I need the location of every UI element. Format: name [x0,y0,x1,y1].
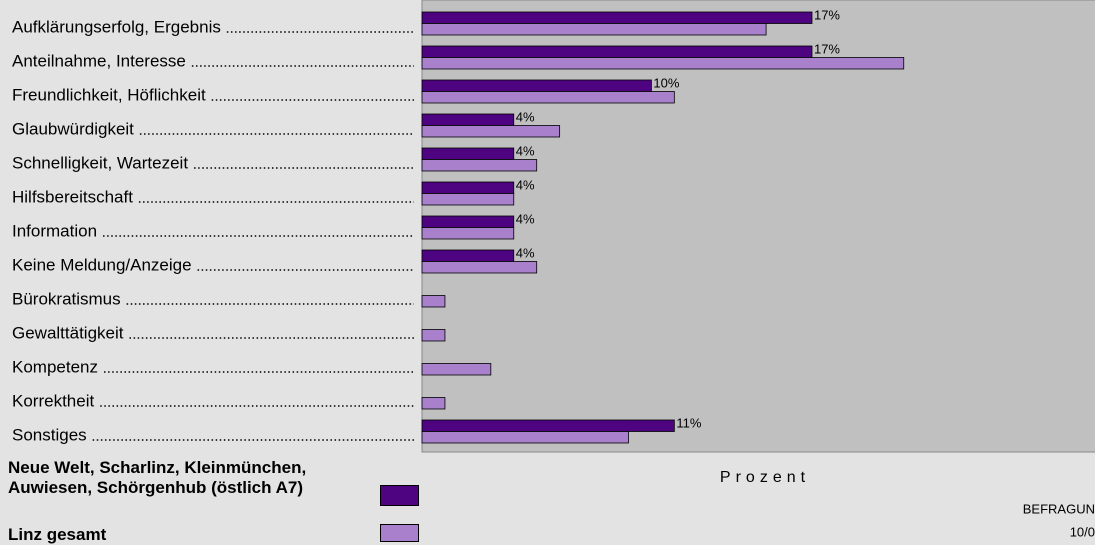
bar [421,329,446,342]
bar [421,79,652,92]
plot [421,0,1095,453]
note: BEFRAGUN [1023,501,1095,516]
note: 10/0 [1070,524,1095,539]
legend-label: Linz gesamt [8,525,107,544]
bar [421,249,515,262]
value-label: 10% [653,75,679,90]
category-label: Information [12,221,97,240]
legend-swatch [380,524,419,542]
value-label: 4% [516,245,535,260]
bar [421,113,515,126]
bar [421,11,813,24]
bar [421,57,905,70]
category-label: Glaubwürdigkeit [12,119,134,138]
category-label: Gewalttätigkeit [12,323,124,342]
value-label: 4% [516,143,535,158]
bar [421,215,515,228]
bar [421,91,675,104]
legend-swatch [380,485,419,506]
bar [421,419,675,432]
bar [421,397,446,410]
x-axis-label: Prozent [720,469,810,486]
bar [421,125,561,138]
category-label: Sonstiges [12,425,87,444]
value-label: 4% [516,109,535,124]
bar [421,23,767,36]
plot-area [421,0,1095,453]
bar [421,45,813,58]
bar [421,227,515,240]
value-label: 11% [676,415,701,430]
category-label: Hilfsbereitschaft [12,187,133,206]
category-label: Anteilnahme, Interesse [12,51,186,70]
legend-label: Neue Welt, Scharlinz, Kleinmünchen, Auwi… [8,458,307,497]
bar [421,193,515,206]
value-label: 4% [516,211,535,226]
value-label: 17% [814,41,840,56]
bar [421,181,515,194]
value-label: 17% [814,7,840,22]
category-label: Freundlichkeit, Höflichkeit [12,85,206,104]
bar [421,431,629,444]
bar [421,295,446,308]
bar [421,147,515,160]
category-label: Bürokratismus [12,289,121,308]
value-label: 4% [516,177,535,192]
bar [421,363,492,376]
category-label: Keine Meldung/Anzeige [12,255,192,274]
category-label: Korrektheit [12,391,94,410]
category-label: Schnelligkeit, Wartezeit [12,153,188,172]
bar [421,261,538,274]
category-label: Aufklärungserfolg, Ergebnis [12,17,221,36]
category-label: Kompetenz [12,357,98,376]
bar [421,159,538,172]
